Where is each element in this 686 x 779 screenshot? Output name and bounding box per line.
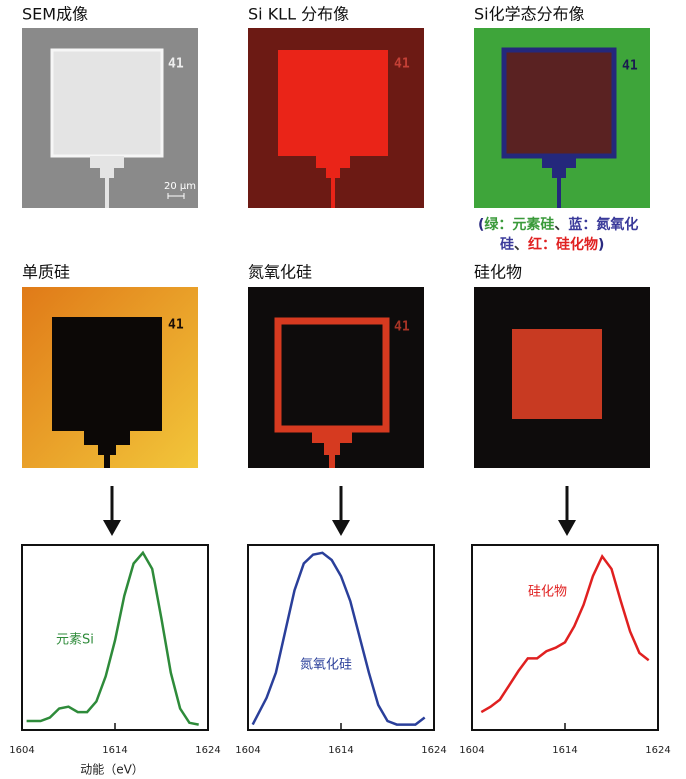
panel-title: Si化学态分布像 (474, 5, 585, 24)
legend-segment: 蓝：氮氧化 (568, 216, 638, 233)
x-tick-label: 1624 (195, 745, 220, 756)
elemental-image: 41 (22, 287, 198, 468)
plot-frame (248, 545, 434, 730)
legend-segment: ) (598, 237, 604, 253)
figure: SEM成像 Si KLL 分布像 Si化学态分布像 单质硅 氮氧化硅 硅化物 4… (0, 0, 686, 779)
silicide-image (474, 287, 650, 468)
series-label: 氮氧化硅 (300, 658, 352, 673)
x-tick-label: 1624 (421, 745, 446, 756)
kll-image: 41 (248, 28, 424, 208)
x-tick-label: 1624 (645, 745, 670, 756)
chem-image: 41 (474, 28, 650, 208)
x-tick-label: 1604 (235, 745, 260, 756)
panel-title: SEM成像 (22, 5, 88, 24)
image-label: 41 (622, 59, 638, 74)
image-label: 41 (394, 57, 410, 72)
legend-segment: 硅 (500, 236, 514, 253)
image-label: 41 (168, 57, 184, 72)
legend-note: (绿：元素硅、蓝：氮氧化硅、红：硅化物) (478, 216, 638, 253)
nitride-image: 41 (248, 287, 424, 468)
image-label: 41 (394, 320, 410, 335)
legend-segment: 、 (554, 217, 568, 233)
x-tick-label: 1614 (552, 745, 577, 756)
x-tick-label: 1614 (328, 745, 353, 756)
panel-title: 氮氧化硅 (248, 263, 312, 282)
scale-label: 20 μm (164, 181, 196, 192)
legend-line: 硅、红：硅化物) (500, 236, 604, 253)
page: SEM成像 Si KLL 分布像 Si化学态分布像 单质硅 氮氧化硅 硅化物 4… (0, 0, 686, 779)
spectrum-line (481, 556, 648, 712)
legend-segment: 、 (514, 237, 528, 253)
legend-segment: 红：硅化物 (528, 236, 598, 253)
panel-title: 硅化物 (474, 263, 522, 282)
x-tick-label: 1614 (102, 745, 127, 756)
x-axis-label: 动能（eV） (80, 763, 144, 777)
sem-image: 41 20 μm (22, 28, 198, 208)
series-label: 元素Si (56, 633, 94, 648)
legend-line: (绿：元素硅、蓝：氮氧化 (478, 216, 638, 233)
spectrum-line (27, 553, 199, 725)
spectrum-line (253, 553, 425, 725)
legend-segment: 绿：元素硅 (484, 216, 554, 233)
series-label: 硅化物 (528, 585, 567, 600)
x-tick-label: 1604 (459, 745, 484, 756)
arrows (103, 486, 576, 536)
panel-title: Si KLL 分布像 (248, 5, 349, 24)
panel-title: 单质硅 (22, 263, 70, 282)
plot-frame (472, 545, 658, 730)
image-label: 41 (168, 318, 184, 333)
x-tick-label: 1604 (9, 745, 34, 756)
